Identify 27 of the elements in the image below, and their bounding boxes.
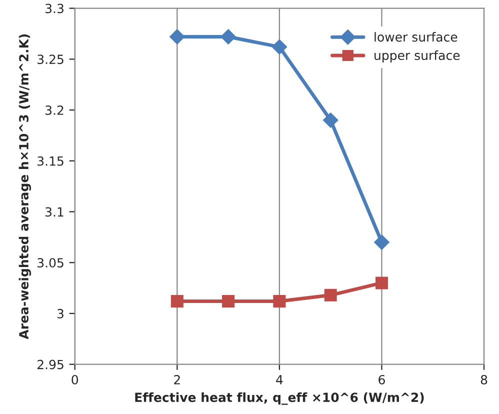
y-tick-label: 3.3 [46, 4, 64, 14]
y-tick-label: 3.1 [46, 207, 64, 217]
legend-label: lower surface [374, 32, 458, 42]
x-tick-label: 0 [72, 374, 78, 384]
y-tick-label: 3.15 [38, 156, 64, 166]
y-tick-label: 3.05 [38, 258, 64, 268]
point [222, 295, 235, 308]
x-axis-title: Effective heat flux, q_eff ×10^6 (W/m^2) [135, 392, 424, 405]
point [170, 29, 185, 44]
x-tick-label: 4 [276, 375, 283, 384]
point [170, 295, 184, 308]
point [272, 39, 288, 55]
y-tick-label: 2.95 [38, 360, 64, 370]
point [273, 295, 286, 308]
point [220, 29, 236, 44]
x-tick-label: 8 [480, 374, 488, 384]
point [375, 276, 388, 290]
point [374, 234, 390, 250]
x-tick-label: 2 [174, 374, 180, 384]
y-tick-label: 3.2 [46, 105, 64, 115]
x-tick-label: 6 [378, 374, 385, 384]
y-tick-label: 3 [57, 308, 64, 318]
point [323, 112, 338, 128]
y-tick-label: 3.25 [38, 54, 64, 64]
point [324, 288, 337, 302]
legend-label: upper surface [374, 50, 460, 62]
y-axis-title: Area-weighted average h×10^3 (W/m^2.K) [18, 34, 32, 340]
